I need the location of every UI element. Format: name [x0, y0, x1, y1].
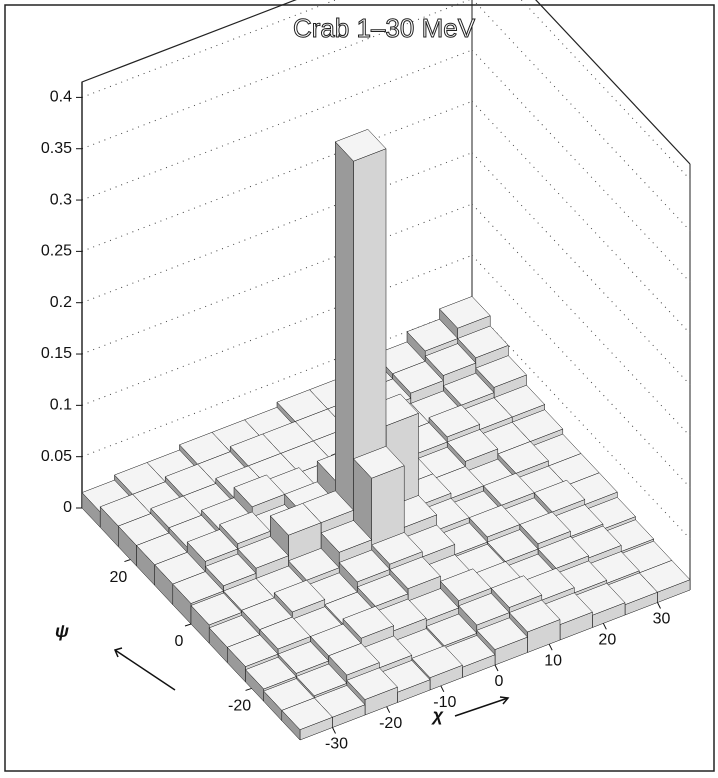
bin-top [406, 318, 459, 352]
frame [4, 4, 715, 772]
x-axis-label: χ [431, 705, 444, 725]
bin-top [346, 667, 398, 700]
z-tick-label: 0 [63, 499, 72, 516]
z-tick-label: 0.15 [41, 345, 72, 362]
z-tick-label: 0.3 [50, 191, 72, 208]
x-tick-label: -10 [433, 694, 456, 711]
bin-top [425, 613, 478, 647]
x-tick-label: 30 [653, 611, 671, 628]
bin-top [269, 503, 322, 536]
bin-top [288, 548, 340, 581]
chart-title: Crab 1–30 MeV [293, 13, 476, 43]
bin-top [458, 593, 510, 626]
grid-line [472, 0, 691, 232]
bin-top [439, 296, 491, 329]
bin-top [411, 645, 463, 678]
bin-top [186, 529, 239, 562]
bin-top [219, 511, 271, 544]
z-tick-label: 0.1 [50, 397, 72, 414]
y-tick [124, 559, 131, 563]
bin-top [490, 575, 543, 608]
z-tick-label: 0.35 [41, 140, 72, 157]
y-tick-label: 20 [110, 569, 128, 586]
bin-top [281, 697, 333, 730]
bin-top [237, 536, 289, 569]
y-axis-label: ψ [55, 621, 69, 641]
x-tick [386, 706, 391, 713]
bin-top [328, 643, 380, 676]
grid-line [81, 49, 473, 201]
bin [281, 697, 333, 741]
z-tick-label: 0.2 [50, 294, 72, 311]
z-tick-label: 0.4 [50, 89, 72, 106]
psi-arrow [114, 649, 176, 691]
bin-top [468, 504, 521, 538]
bin-top [353, 446, 405, 479]
bin-top [428, 404, 481, 438]
bin-top [204, 553, 257, 587]
grid-line [471, 101, 691, 334]
bin-top [475, 355, 527, 388]
psi-arrow-head [113, 647, 123, 658]
bin-top [446, 429, 499, 462]
bin-top [295, 663, 348, 697]
bin-top [245, 656, 297, 690]
bin-top [338, 549, 391, 583]
x-tick-label: 10 [544, 652, 562, 669]
x-tick-label: -20 [379, 715, 402, 732]
bin-top [519, 511, 571, 545]
grid-line [81, 254, 473, 406]
x-tick-label: 0 [495, 673, 504, 690]
grid-line [81, 203, 473, 355]
z-tick-label: 0.25 [41, 243, 72, 260]
grid-line [471, 49, 691, 283]
bin-top [483, 473, 535, 506]
bin-top [259, 616, 311, 650]
z-tick-label: 0.05 [41, 448, 72, 465]
grid-line [81, 0, 471, 150]
grid-line [81, 100, 473, 252]
bin-top [320, 520, 373, 553]
chi-arrow [454, 697, 509, 717]
bin-top [371, 532, 423, 565]
bin-top [233, 474, 286, 508]
y-tick [245, 687, 252, 691]
bin-top [273, 579, 326, 613]
x-tick-label: -30 [325, 736, 348, 753]
grid-line [81, 152, 473, 304]
bin-top [356, 574, 409, 607]
bin-top [172, 571, 224, 604]
y-tick [184, 623, 192, 627]
bin-top [277, 641, 330, 674]
bin-top [342, 606, 395, 639]
x-tick [548, 643, 553, 651]
bin-top [442, 372, 495, 406]
bin-top [457, 325, 509, 359]
x-tick-label: 20 [598, 632, 616, 649]
bin-top [392, 361, 444, 394]
bin-top [476, 617, 528, 650]
bin-top [537, 536, 590, 569]
bin-top [497, 441, 549, 474]
bin-top [508, 599, 561, 633]
x-tick [602, 623, 607, 630]
y-tick-label: -20 [228, 698, 251, 715]
bin-top [190, 592, 243, 626]
chi-arrow-head [499, 696, 510, 705]
y-tick-label: 0 [175, 633, 184, 650]
bin-top [334, 129, 387, 162]
bin-top [424, 343, 477, 376]
bin-top [226, 634, 279, 667]
x-tick [657, 602, 661, 609]
x-tick [440, 685, 445, 693]
bin-top [533, 479, 586, 513]
bin-top [389, 556, 441, 589]
x-tick [494, 664, 499, 672]
x-tick [332, 727, 336, 734]
grid-line [520, 0, 691, 180]
bin-top [440, 568, 492, 601]
bin-top [486, 529, 539, 562]
